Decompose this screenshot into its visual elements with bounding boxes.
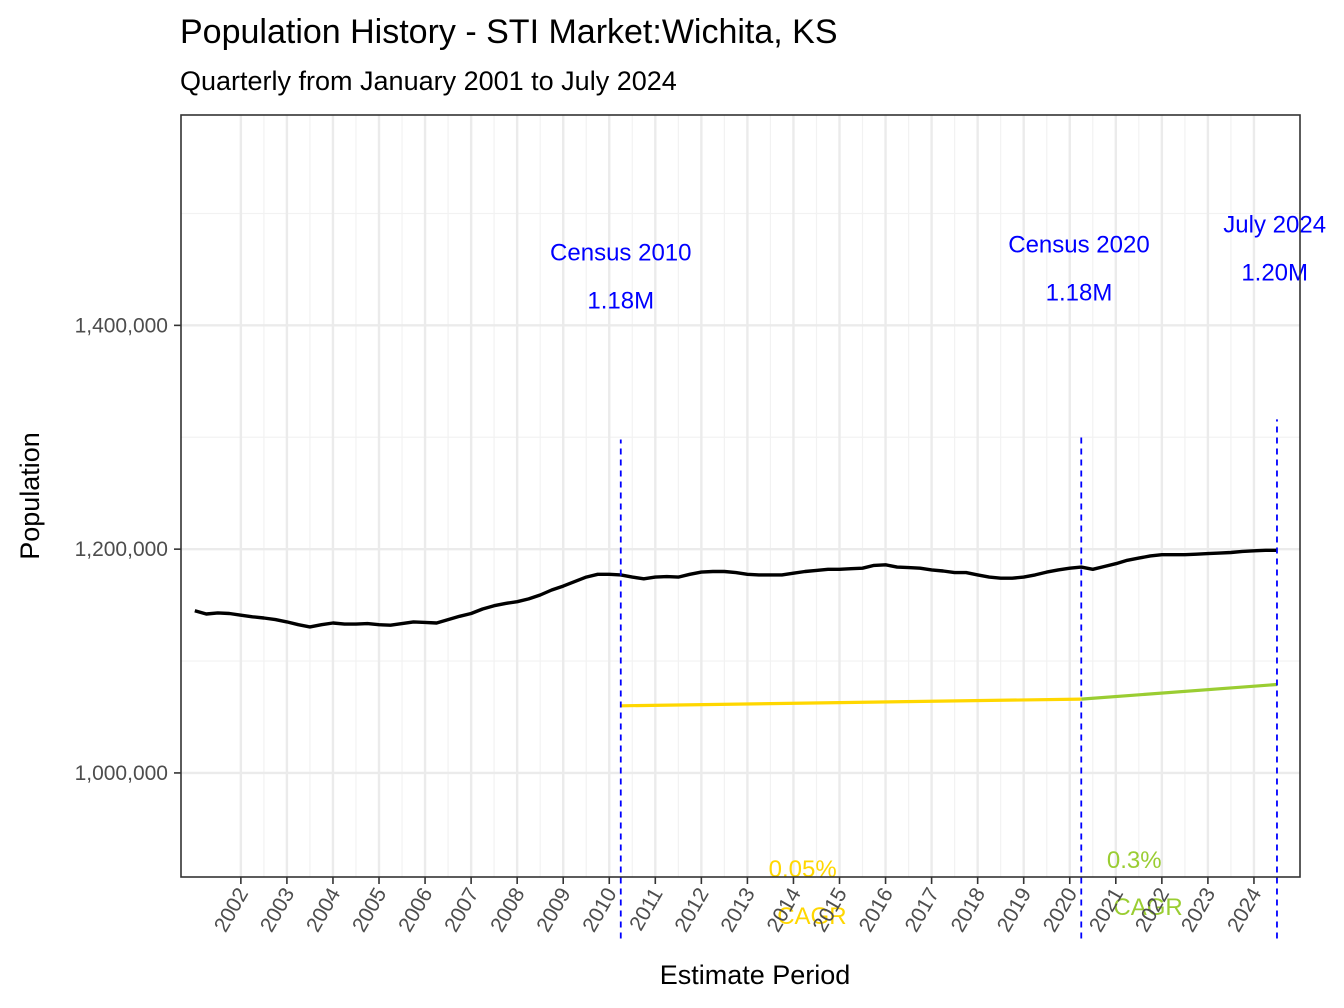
- x-tick-label: 2016: [855, 884, 898, 936]
- x-tick-label: 2007: [440, 884, 483, 936]
- x-axis-title: Estimate Period: [660, 960, 851, 990]
- x-tick-label: 2002: [210, 884, 253, 936]
- x-tick-label: 2010: [578, 884, 621, 936]
- x-tick-label: 2008: [486, 884, 529, 936]
- population-series-line: [194, 548, 1277, 629]
- x-tick-label: 2024: [1223, 884, 1266, 936]
- x-tick-label: 2009: [532, 884, 575, 936]
- y-tick-label: 1,400,000: [75, 314, 168, 337]
- annotation-label: 1.18M: [587, 288, 654, 315]
- y-axis-title: Population: [15, 432, 45, 560]
- plot-area: Census 2010 1.18M Census 2020 1.18M July 202…: [75, 114, 1326, 939]
- annotation-label: Census 2020: [1008, 232, 1149, 259]
- x-tick-label: 2005: [348, 884, 391, 936]
- x-tick-label: 2004: [302, 884, 345, 936]
- annotation-label: 0.05%: [769, 856, 837, 883]
- annotation-label: 0.3%: [1107, 847, 1162, 874]
- y-tick-label: 1,000,000: [75, 762, 168, 785]
- y-tick-label: 1,200,000: [75, 538, 168, 561]
- x-tick-label: 2006: [394, 884, 437, 936]
- x-tick-label: 2017: [901, 884, 944, 936]
- x-tick-label: 2003: [256, 884, 299, 936]
- chart-subtitle: Quarterly from January 2001 to July 2024: [180, 66, 677, 96]
- annotation-label: Census 2010: [550, 239, 691, 266]
- chart-title: Population History - STI Market:Wichita,…: [180, 13, 838, 51]
- x-tick-label: 2012: [670, 884, 713, 936]
- annotation-label: 1.18M: [1046, 280, 1113, 307]
- plot-border: [180, 114, 1301, 878]
- x-tick-label: 2013: [716, 884, 759, 936]
- plot-background: [181, 115, 1300, 877]
- annotation-label: 1.20M: [1241, 260, 1308, 287]
- annotation-label: July 2024: [1223, 211, 1326, 238]
- x-tick-label: 2011: [625, 884, 668, 935]
- cagr-trend-line: [1081, 682, 1278, 701]
- x-tick-label: 2019: [993, 884, 1036, 936]
- x-tick-label: 2023: [1177, 884, 1220, 936]
- annotation-label: CAGR: [777, 903, 846, 930]
- x-tick-label: 2020: [1039, 884, 1082, 936]
- x-tick-label: 2018: [947, 884, 990, 936]
- annotation-label: CAGR: [1113, 894, 1182, 921]
- cagr-trend-line: [620, 697, 1082, 708]
